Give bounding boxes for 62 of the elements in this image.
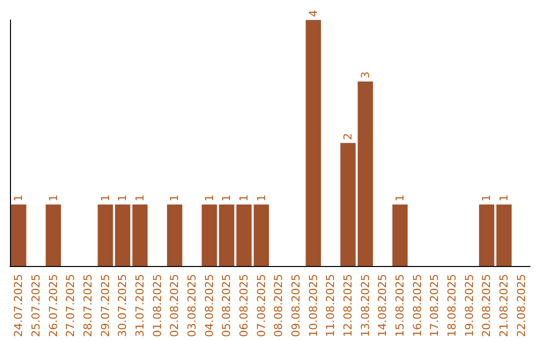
bar bbox=[358, 82, 373, 266]
data-label: 1 bbox=[498, 194, 510, 202]
bar bbox=[479, 204, 494, 266]
data-label: 4 bbox=[306, 10, 320, 17]
x-tick-label: 19.08.2025 bbox=[462, 274, 476, 338]
x-tick-label: 07.08.2025 bbox=[254, 274, 268, 338]
x-tick-label: 21.08.2025 bbox=[498, 274, 510, 338]
bar bbox=[392, 204, 408, 266]
data-label: 1 bbox=[12, 194, 26, 202]
bar bbox=[11, 204, 26, 266]
x-tick-label: 27.07.2025 bbox=[64, 274, 78, 338]
x-tick-label: 08.08.2025 bbox=[272, 274, 286, 338]
data-label: 1 bbox=[394, 194, 406, 202]
x-tick-label: 10.08.2025 bbox=[306, 274, 320, 338]
data-label: 2 bbox=[342, 133, 354, 140]
x-tick-label: 18.08.2025 bbox=[446, 274, 458, 338]
data-label: 1 bbox=[220, 194, 234, 202]
x-tick-label: 03.08.2025 bbox=[186, 274, 198, 338]
data-label: 1 bbox=[168, 194, 182, 202]
x-tick-label: 04.08.2025 bbox=[202, 274, 216, 338]
data-label: 3 bbox=[358, 72, 372, 79]
x-tick-label: 30.07.2025 bbox=[116, 274, 130, 338]
x-tick-label: 11.08.2025 bbox=[324, 274, 338, 338]
data-label: 1 bbox=[98, 194, 112, 202]
bar bbox=[496, 204, 512, 266]
x-tick-label: 13.08.2025 bbox=[358, 274, 372, 338]
x-tick-label: 02.08.2025 bbox=[168, 274, 182, 338]
bar bbox=[306, 20, 321, 266]
data-label: 1 bbox=[46, 194, 60, 202]
x-tick-label: 29.07.2025 bbox=[98, 274, 112, 338]
bar bbox=[132, 204, 148, 266]
x-tick-label: 15.08.2025 bbox=[394, 274, 406, 338]
data-label: 1 bbox=[202, 194, 216, 202]
x-tick-label: 01.08.2025 bbox=[150, 274, 164, 338]
x-tick-label: 26.07.2025 bbox=[46, 274, 60, 338]
bar bbox=[46, 204, 61, 266]
x-tick-label: 05.08.2025 bbox=[220, 274, 234, 338]
x-tick-label: 12.08.2025 bbox=[342, 274, 354, 338]
data-label: 1 bbox=[116, 194, 130, 202]
bar bbox=[236, 204, 252, 266]
x-tick-label: 31.07.2025 bbox=[134, 274, 146, 338]
data-label: 1 bbox=[238, 194, 250, 202]
x-tick-label: 09.08.2025 bbox=[290, 274, 302, 338]
bar bbox=[202, 204, 217, 266]
x-tick-label: 22.08.2025 bbox=[514, 274, 528, 338]
x-tick-label: 25.07.2025 bbox=[30, 274, 42, 338]
data-label: 1 bbox=[480, 194, 494, 202]
x-tick-label: 06.08.2025 bbox=[238, 274, 250, 338]
x-tick-label: 16.08.2025 bbox=[410, 274, 424, 338]
bar bbox=[167, 204, 182, 266]
x-tick-label: 20.08.2025 bbox=[480, 274, 494, 338]
bar bbox=[219, 204, 234, 266]
x-tick-label: 24.07.2025 bbox=[12, 274, 26, 338]
data-label: 1 bbox=[134, 194, 146, 202]
x-tick-label: 14.08.2025 bbox=[376, 274, 390, 338]
bar bbox=[115, 204, 130, 266]
x-tick-label: 28.07.2025 bbox=[82, 274, 94, 338]
data-label: 1 bbox=[254, 194, 268, 202]
x-tick-label: 17.08.2025 bbox=[428, 274, 442, 338]
bar bbox=[340, 143, 356, 266]
bar bbox=[254, 204, 269, 266]
bar bbox=[98, 204, 113, 266]
